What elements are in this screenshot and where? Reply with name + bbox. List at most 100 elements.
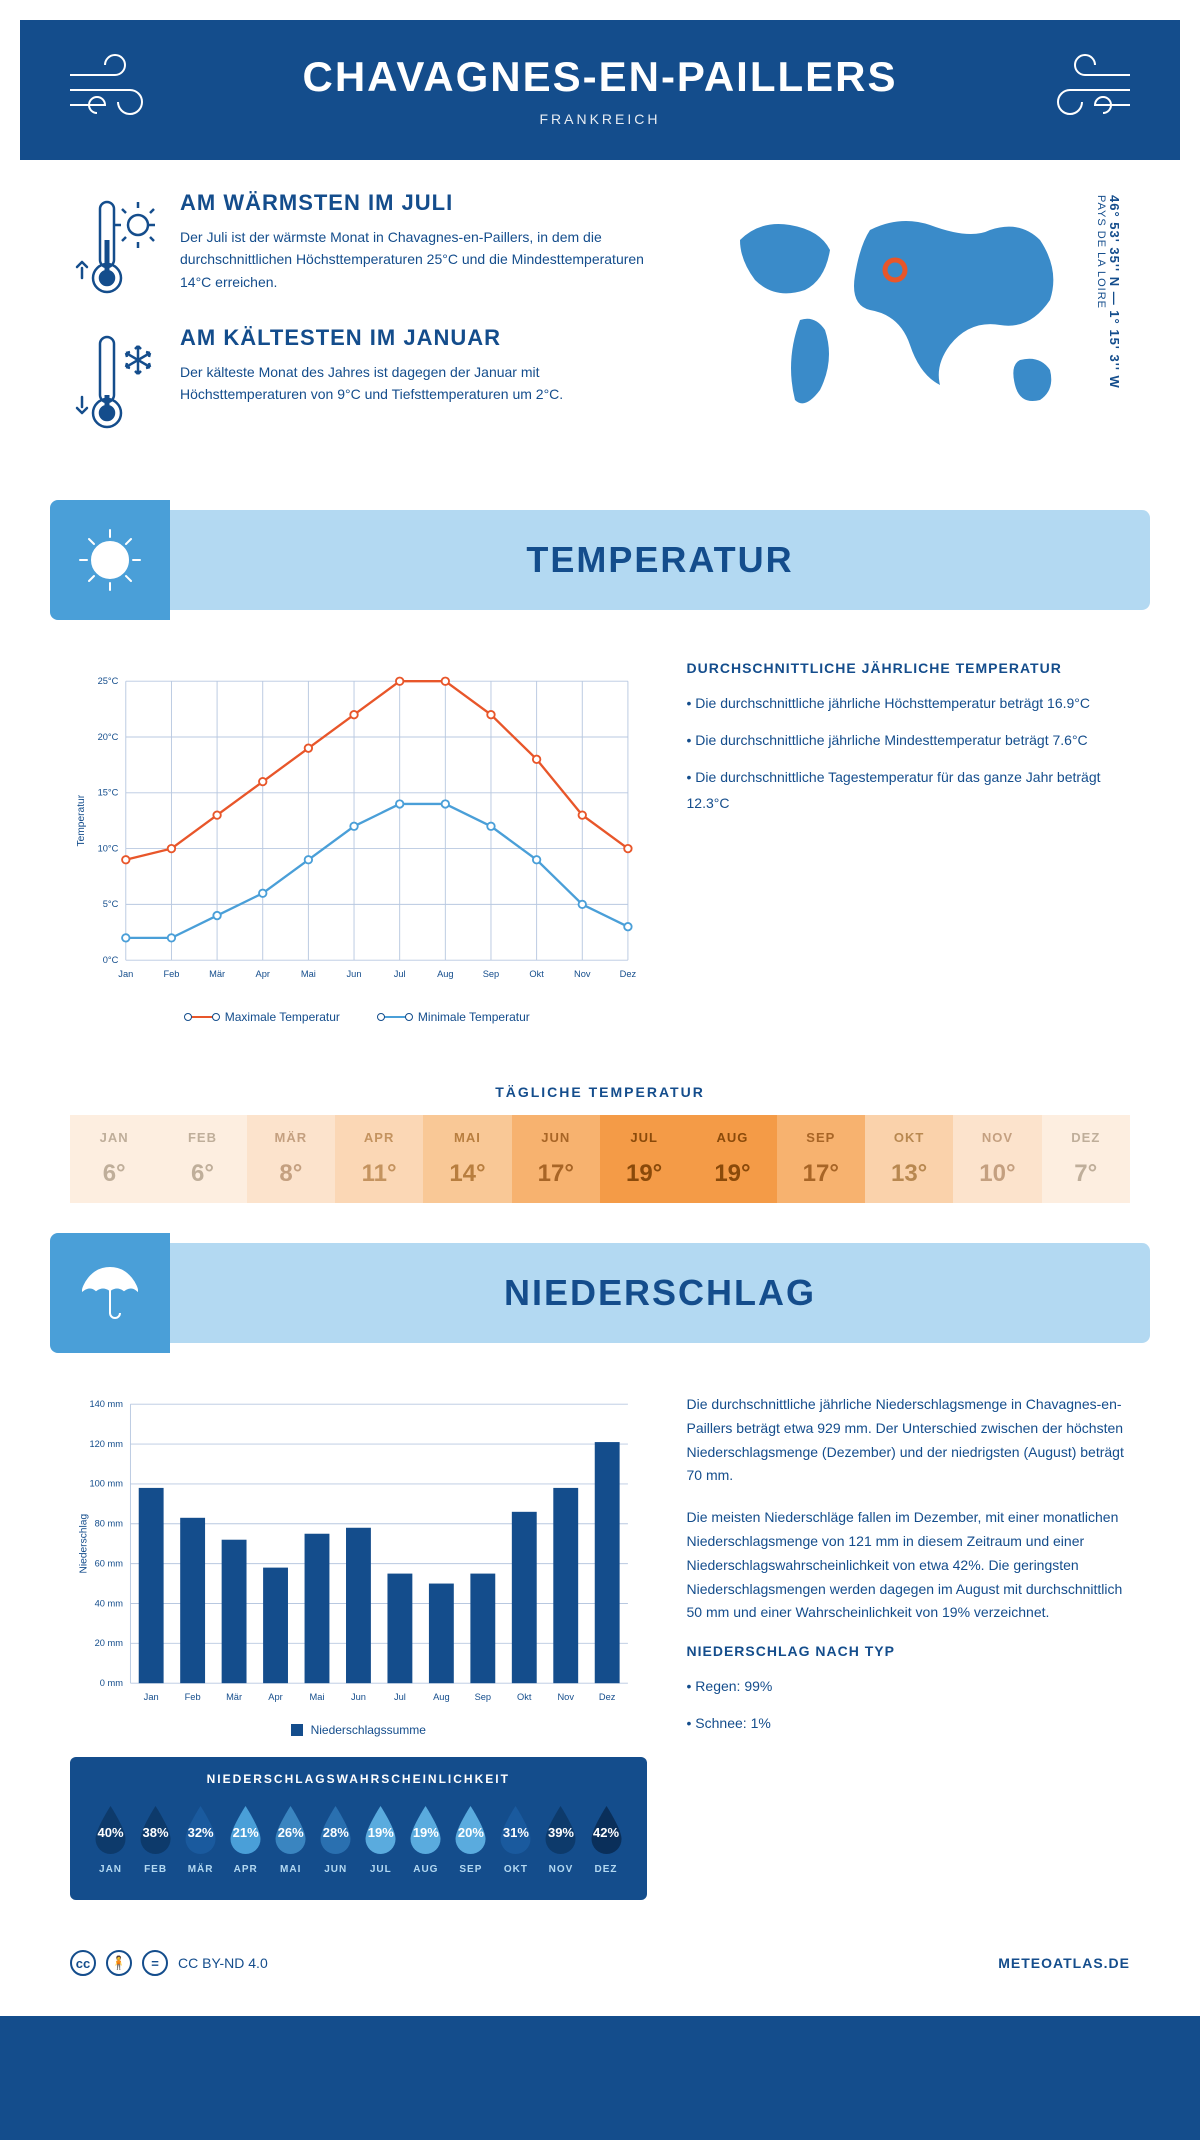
coords-lat: 46° 53' 35'' N — 1° 15' 3'' W xyxy=(1107,195,1122,389)
svg-text:Mär: Mär xyxy=(209,969,225,979)
precip-content: 0 mm20 mm40 mm60 mm80 mm100 mm120 mm140 … xyxy=(20,1363,1180,1930)
by-icon: 🧍 xyxy=(106,1950,132,1976)
prob-cell: 26%MAI xyxy=(270,1801,311,1875)
prob-cell: 28%JUN xyxy=(315,1801,356,1875)
intro-section: AM WÄRMSTEN IM JULI Der Juli ist der wär… xyxy=(20,190,1180,490)
svg-text:15°C: 15°C xyxy=(98,788,119,798)
thermometer-hot-icon xyxy=(70,190,160,300)
svg-text:100 mm: 100 mm xyxy=(89,1479,123,1489)
svg-text:25°C: 25°C xyxy=(98,676,119,686)
prob-cell: 20%SEP xyxy=(450,1801,491,1875)
license-block: cc 🧍 = CC BY-ND 4.0 xyxy=(70,1950,268,1976)
prob-cell: 40%JAN xyxy=(90,1801,131,1875)
svg-text:Sep: Sep xyxy=(475,1692,492,1702)
svg-text:Jan: Jan xyxy=(144,1692,159,1702)
daily-temp-grid: JAN6°FEB6°MÄR8°APR11°MAI14°JUN17°JUL19°A… xyxy=(70,1115,1130,1203)
svg-text:Jul: Jul xyxy=(394,969,406,979)
daily-cell: NOV10° xyxy=(953,1115,1041,1203)
svg-text:Mai: Mai xyxy=(301,969,316,979)
warmest-text: Der Juli ist der wärmste Monat in Chavag… xyxy=(180,226,670,293)
warmest-block: AM WÄRMSTEN IM JULI Der Juli ist der wär… xyxy=(70,190,670,300)
svg-text:Okt: Okt xyxy=(517,1692,532,1702)
precip-text: Die durchschnittliche jährliche Niedersc… xyxy=(687,1393,1130,1488)
daily-title: TÄGLICHE TEMPERATUR xyxy=(20,1084,1180,1100)
svg-text:5°C: 5°C xyxy=(103,899,119,909)
country-label: FRANKREICH xyxy=(160,111,1040,127)
svg-text:Okt: Okt xyxy=(529,969,544,979)
coldest-text: Der kälteste Monat des Jahres ist dagege… xyxy=(180,361,670,406)
svg-text:Jan: Jan xyxy=(118,969,133,979)
prob-cell: 19%AUG xyxy=(405,1801,446,1875)
temp-section-header: TEMPERATUR xyxy=(50,510,1150,610)
prob-cell: 38%FEB xyxy=(135,1801,176,1875)
daily-cell: JUL19° xyxy=(600,1115,688,1203)
prob-cell: 19%JUL xyxy=(360,1801,401,1875)
sun-icon xyxy=(75,525,145,595)
temp-info-title: DURCHSCHNITTLICHE JÄHRLICHE TEMPERATUR xyxy=(687,660,1130,676)
svg-text:Sep: Sep xyxy=(483,969,500,979)
daily-cell: DEZ7° xyxy=(1042,1115,1130,1203)
precip-legend-label: Niederschlagssumme xyxy=(311,1723,426,1737)
svg-text:Feb: Feb xyxy=(185,1692,201,1702)
precip-type-item: • Schnee: 1% xyxy=(687,1711,1130,1736)
location-title: CHAVAGNES-EN-PAILLERS xyxy=(160,53,1040,101)
daily-cell: MAI14° xyxy=(423,1115,511,1203)
svg-text:Jul: Jul xyxy=(394,1692,406,1702)
license-text: CC BY-ND 4.0 xyxy=(178,1955,268,1971)
prob-cell: 39%NOV xyxy=(540,1801,581,1875)
cc-icon: cc xyxy=(70,1950,96,1976)
legend-min-label: Minimale Temperatur xyxy=(418,1010,530,1024)
prob-cell: 21%APR xyxy=(225,1801,266,1875)
svg-text:Niederschlag: Niederschlag xyxy=(79,1514,90,1574)
precip-title: NIEDERSCHLAG xyxy=(170,1272,1150,1314)
prob-cell: 31%OKT xyxy=(495,1801,536,1875)
daily-cell: JAN6° xyxy=(70,1115,158,1203)
coldest-title: AM KÄLTESTEN IM JANUAR xyxy=(180,325,670,351)
svg-text:Apr: Apr xyxy=(268,1692,282,1702)
svg-text:Apr: Apr xyxy=(256,969,270,979)
svg-text:Nov: Nov xyxy=(574,969,591,979)
svg-text:10°C: 10°C xyxy=(98,843,119,853)
temp-bullet: • Die durchschnittliche Tagestemperatur … xyxy=(687,765,1130,815)
nd-icon: = xyxy=(142,1950,168,1976)
svg-text:20°C: 20°C xyxy=(98,732,119,742)
prob-cell: 42%DEZ xyxy=(586,1801,627,1875)
precip-type-title: NIEDERSCHLAG NACH TYP xyxy=(687,1643,1130,1659)
site-name: METEOATLAS.DE xyxy=(998,1955,1130,1971)
coldest-block: AM KÄLTESTEN IM JANUAR Der kälteste Mona… xyxy=(70,325,670,435)
coordinates: 46° 53' 35'' N — 1° 15' 3'' W PAYS DE LA… xyxy=(1090,190,1127,460)
svg-text:60 mm: 60 mm xyxy=(95,1558,124,1568)
map-block: 46° 53' 35'' N — 1° 15' 3'' W PAYS DE LA… xyxy=(710,190,1130,460)
world-map-icon xyxy=(710,190,1090,430)
daily-cell: JUN17° xyxy=(512,1115,600,1203)
svg-text:Jun: Jun xyxy=(347,969,362,979)
svg-text:20 mm: 20 mm xyxy=(95,1638,124,1648)
svg-text:Jun: Jun xyxy=(351,1692,366,1702)
svg-text:Aug: Aug xyxy=(433,1692,450,1702)
daily-cell: OKT13° xyxy=(865,1115,953,1203)
precip-section-header: NIEDERSCHLAG xyxy=(50,1243,1150,1343)
header-banner: CHAVAGNES-EN-PAILLERS FRANKREICH xyxy=(20,20,1180,160)
svg-text:Dez: Dez xyxy=(599,1692,616,1702)
svg-text:Feb: Feb xyxy=(163,969,179,979)
wind-icon-left xyxy=(60,50,160,130)
temp-title: TEMPERATUR xyxy=(170,539,1150,581)
temperature-line-chart: 0°C5°C10°C15°C20°C25°CJanFebMärAprMaiJun… xyxy=(70,660,647,1000)
footer: cc 🧍 = CC BY-ND 4.0 METEOATLAS.DE xyxy=(20,1930,1180,1996)
precip-legend: Niederschlagssumme xyxy=(70,1723,647,1737)
page: CHAVAGNES-EN-PAILLERS FRANKREICH AM WÄRM… xyxy=(0,0,1200,2016)
wind-icon-right xyxy=(1040,50,1140,130)
daily-cell: FEB6° xyxy=(158,1115,246,1203)
daily-cell: APR11° xyxy=(335,1115,423,1203)
coords-region: PAYS DE LA LOIRE xyxy=(1095,195,1107,309)
umbrella-icon xyxy=(75,1258,145,1328)
precip-type-item: • Regen: 99% xyxy=(687,1674,1130,1699)
svg-text:Aug: Aug xyxy=(437,969,454,979)
prob-title: NIEDERSCHLAGSWAHRSCHEINLICHKEIT xyxy=(90,1772,627,1786)
svg-text:Temperatur: Temperatur xyxy=(76,794,87,846)
svg-text:40 mm: 40 mm xyxy=(95,1598,124,1608)
svg-text:Dez: Dez xyxy=(620,969,637,979)
precipitation-bar-chart: 0 mm20 mm40 mm60 mm80 mm100 mm120 mm140 … xyxy=(70,1393,647,1713)
svg-text:0 mm: 0 mm xyxy=(100,1678,123,1688)
thermometer-cold-icon xyxy=(70,325,160,435)
